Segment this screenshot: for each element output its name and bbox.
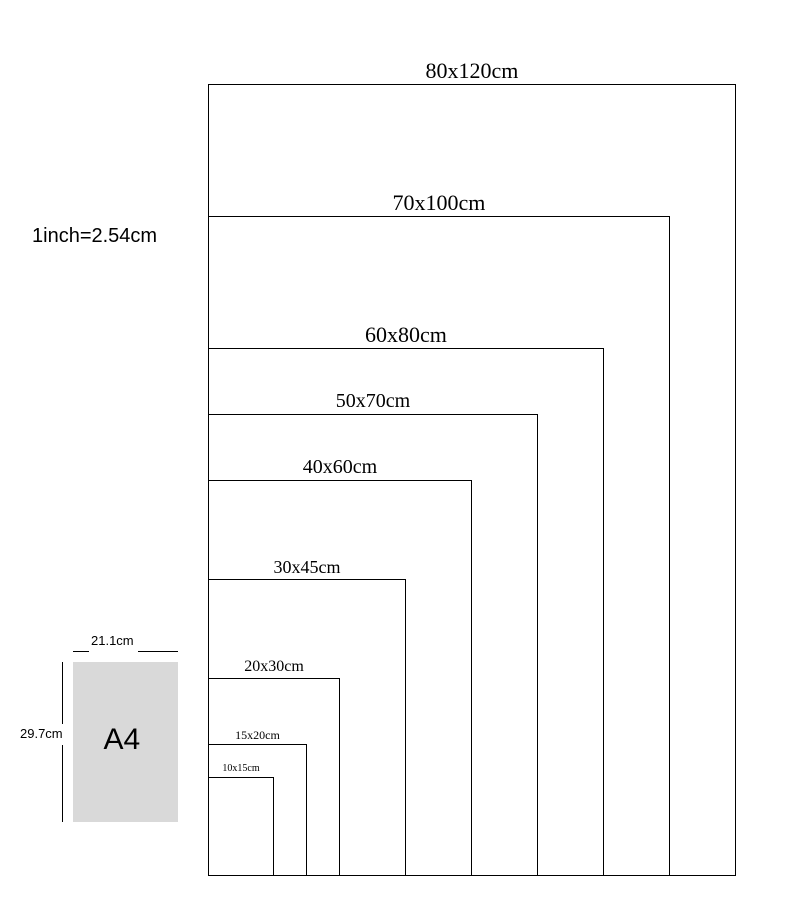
size-label-50x70: 50x70cm (208, 390, 538, 413)
a4-height-dim-label: 29.7cm (20, 726, 63, 741)
size-label-40x60: 40x60cm (208, 456, 472, 479)
size-label-60x80: 60x80cm (208, 322, 604, 348)
a4-width-dim-line-left (73, 651, 89, 652)
size-box-10x15 (208, 777, 274, 876)
size-label-30x45: 30x45cm (208, 557, 406, 578)
size-label-20x30: 20x30cm (208, 658, 340, 676)
size-label-70x100: 70x100cm (208, 190, 670, 216)
a4-height-dim-line-bottom (62, 745, 63, 822)
a4-height-dim-line-top (62, 662, 63, 724)
size-label-80x120: 80x120cm (208, 58, 736, 84)
size-comparison-diagram: 1inch=2.54cm A4 21.1cm 29.7cm 80x120cm 7… (0, 0, 800, 897)
a4-width-dim-line-right (138, 651, 178, 652)
size-label-15x20: 15x20cm (208, 728, 307, 743)
size-label-10x15: 10x15cm (208, 763, 274, 774)
a4-label: A4 (104, 723, 141, 757)
conversion-note: 1inch=2.54cm (32, 225, 157, 248)
a4-width-dim-label: 21.1cm (91, 633, 134, 648)
